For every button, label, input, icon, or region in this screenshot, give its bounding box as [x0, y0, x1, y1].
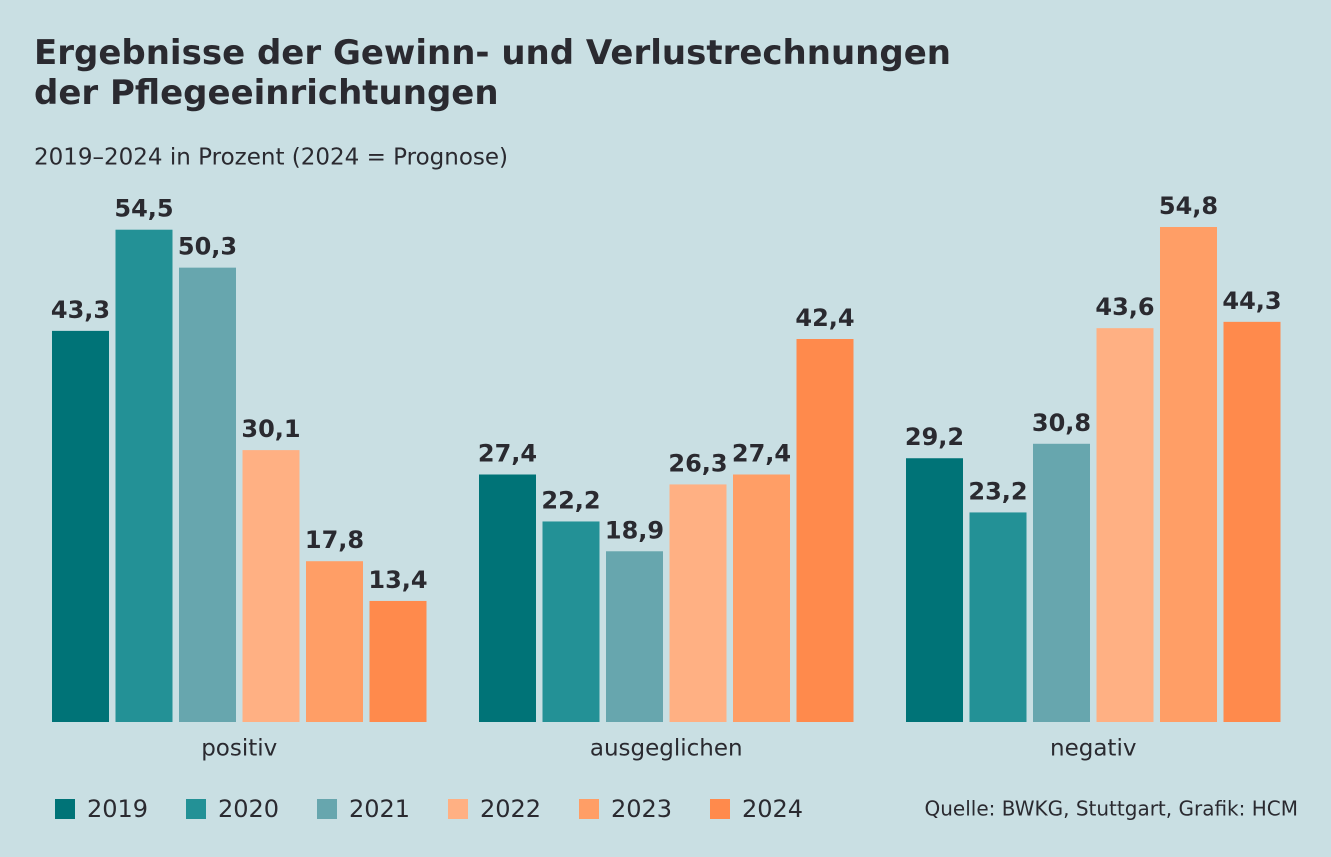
- legend-label: 2024: [742, 795, 803, 823]
- bar: [479, 474, 536, 722]
- bar: [1033, 443, 1090, 722]
- value-label: 26,3: [668, 449, 727, 477]
- value-label: 23,2: [968, 477, 1027, 505]
- value-label: 30,8: [1032, 409, 1091, 437]
- x-tick-label: negativ: [1050, 736, 1136, 762]
- bar: [369, 600, 427, 722]
- bar: [306, 561, 363, 722]
- value-label: 18,9: [605, 516, 664, 544]
- x-tick-label: positiv: [201, 736, 277, 762]
- bar: [733, 474, 790, 722]
- bar: [242, 450, 300, 722]
- legend-swatch: [186, 799, 206, 819]
- legend-label: 2023: [611, 795, 672, 823]
- bar: [179, 267, 236, 722]
- value-label: 43,3: [51, 296, 110, 324]
- legend-swatch: [448, 799, 468, 819]
- legend-swatch: [710, 799, 730, 819]
- bar: [796, 339, 854, 722]
- value-label: 27,4: [478, 440, 537, 468]
- legend-label: 2020: [218, 795, 279, 823]
- legend-label: 2022: [480, 795, 541, 823]
- bar: [542, 521, 600, 722]
- value-label: 54,5: [114, 195, 173, 223]
- legend-label: 2021: [349, 795, 410, 823]
- value-label: 54,8: [1159, 192, 1218, 220]
- value-label: 13,4: [368, 566, 427, 594]
- source: Quelle: BWKG, Stuttgart, Grafik: HCM: [925, 797, 1299, 821]
- value-label: 43,6: [1095, 293, 1154, 321]
- bar: [52, 330, 109, 722]
- bar: [1096, 328, 1154, 722]
- chart-subtitle: 2019–2024 in Prozent (2024 = Prognose): [34, 145, 508, 171]
- value-label: 44,3: [1222, 287, 1281, 315]
- bar: [115, 229, 173, 723]
- bar: [1223, 321, 1281, 722]
- value-label: 27,4: [732, 440, 791, 468]
- bar: [1160, 227, 1217, 722]
- value-label: 29,2: [905, 423, 964, 451]
- chart-title: Ergebnisse der Gewinn- und Verlustrechnu…: [34, 33, 951, 113]
- bar: [669, 484, 727, 722]
- value-label: 22,2: [541, 486, 600, 514]
- bar: [606, 551, 663, 722]
- x-tick-label: ausgeglichen: [590, 736, 743, 762]
- value-label: 50,3: [178, 233, 237, 261]
- legend-swatch: [317, 799, 337, 819]
- value-label: 42,4: [795, 304, 854, 332]
- legend-swatch: [55, 799, 75, 819]
- value-label: 17,8: [305, 526, 364, 554]
- legend-label: 2019: [87, 795, 148, 823]
- value-label: 30,1: [241, 415, 300, 443]
- bar: [969, 512, 1027, 722]
- bar: [906, 458, 963, 722]
- legend-swatch: [579, 799, 599, 819]
